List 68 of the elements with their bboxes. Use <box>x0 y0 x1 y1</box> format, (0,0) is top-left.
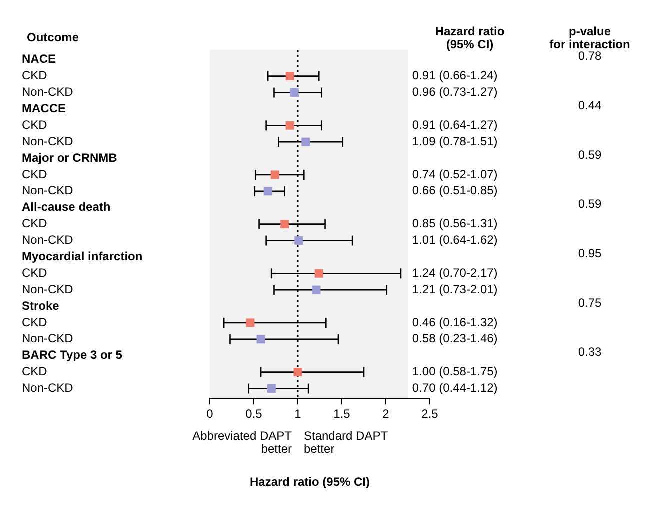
y-tick-label: CKD <box>22 315 48 330</box>
point <box>290 88 299 97</box>
x-tick-label: 2 <box>382 407 390 422</box>
y-tick-label: NACE <box>22 52 56 66</box>
data-label: 1.21 (0.73-2.01) <box>412 282 498 296</box>
x-tick-label: 1.5 <box>334 407 351 422</box>
point <box>270 170 280 180</box>
text: 0.95 <box>578 246 602 260</box>
text: 0.59 <box>578 197 602 212</box>
point <box>286 121 294 130</box>
data-label: 1.09 (0.78-1.51) <box>412 134 498 148</box>
data-label: 0.66 (0.51-0.85) <box>412 184 498 198</box>
x-tick-label: 2.5 <box>422 407 439 422</box>
y-tick-label: Non-CKD <box>22 184 74 198</box>
point <box>294 368 302 377</box>
y-tick-label: CKD <box>22 167 48 182</box>
y-tick-label: CKD <box>22 118 48 132</box>
y-tick-label: CKD <box>22 68 48 83</box>
y-tick-label: Non-CKD <box>22 85 74 100</box>
y-tick-label: Major or CRNMB <box>22 150 118 165</box>
data-label: 0.74 (0.52-1.07) <box>412 167 498 182</box>
y-tick-label: Non-CKD <box>22 282 74 296</box>
y-tick-label: Non-CKD <box>22 332 74 346</box>
text: Abbreviated DAPT better <box>192 428 293 456</box>
data-label: 0.70 (0.44-1.12) <box>412 381 498 396</box>
text: 0.78 <box>578 49 602 64</box>
point <box>256 335 266 344</box>
y-tick-label: BARC Type 3 or 5 <box>22 348 123 362</box>
y-tick-label: Myocardial infarction <box>22 250 143 264</box>
y-tick-label: CKD <box>22 216 48 231</box>
data-label: 0.46 (0.16-1.32) <box>412 315 498 330</box>
text: 0.59 <box>578 148 602 162</box>
text: Standard DAPT better <box>304 428 389 456</box>
data-label: 1.00 (0.58-1.75) <box>412 364 498 379</box>
point <box>286 72 294 81</box>
x-tick-label: 1 <box>294 407 302 422</box>
x-tick-label: 0 <box>206 407 214 422</box>
text: Outcome <box>27 30 80 44</box>
point <box>264 187 272 196</box>
y-tick-label: Non-CKD <box>22 134 74 148</box>
data-label: 0.96 (0.73-1.27) <box>412 85 498 100</box>
point <box>312 286 321 294</box>
y-tick-label: Non-CKD <box>22 381 74 396</box>
data-label: 1.24 (0.70-2.17) <box>412 266 498 280</box>
y-tick-label: CKD <box>22 364 48 379</box>
data-label: 0.85 (0.56-1.31) <box>412 216 498 231</box>
y-tick-label: Non-CKD <box>22 233 74 248</box>
point <box>280 220 290 229</box>
point <box>294 236 304 245</box>
text: 0.33 <box>578 345 602 360</box>
text: Hazard ratio (95% CI) <box>435 24 505 52</box>
data-label: 0.91 (0.64-1.27) <box>412 118 498 132</box>
x-tick-label: 0.5 <box>246 407 263 422</box>
text: Hazard ratio (95% CI) <box>250 474 370 489</box>
point <box>267 384 276 393</box>
y-tick-label: All-cause death <box>22 200 111 214</box>
data-label: 1.01 (0.64-1.62) <box>412 233 498 248</box>
point <box>302 138 310 146</box>
data-label: 0.58 (0.23-1.46) <box>412 332 498 346</box>
text: 0.44 <box>578 98 602 113</box>
y-tick-label: MACCE <box>22 102 66 116</box>
text: 0.75 <box>578 296 602 310</box>
y-tick-label: Stroke <box>22 298 60 313</box>
y-tick-label: CKD <box>22 266 48 280</box>
data-label: 0.91 (0.66-1.24) <box>412 68 498 83</box>
point <box>246 318 255 328</box>
text: p-value for interaction <box>550 24 630 52</box>
point <box>314 269 324 278</box>
